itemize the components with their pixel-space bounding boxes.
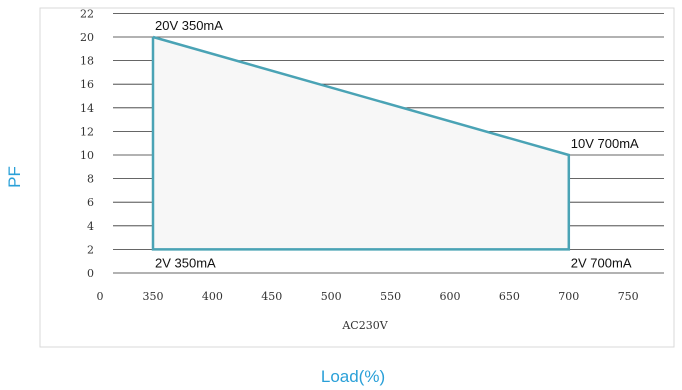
series-layer (151, 35, 571, 251)
x-tick-label: 0 (97, 290, 104, 303)
y-tick-label: 22 (80, 7, 94, 20)
x-tick-label: 550 (380, 290, 401, 303)
y-tick-label: 20 (80, 31, 94, 44)
x-tick-label: 400 (202, 290, 223, 303)
y-tick-label: 10 (80, 149, 94, 162)
x-tick-label: 700 (558, 290, 579, 303)
x-tick-label: 450 (261, 290, 282, 303)
y-tick-label: 12 (80, 125, 94, 138)
point-label: 10V 700mA (571, 136, 639, 151)
y-tick-labels: 0 2 4 6 8 10 12 14 16 18 20 22 (80, 7, 94, 280)
y-tick-label: 8 (87, 173, 94, 186)
point-labels: 20V 350mA 10V 700mA 2V 700mA 2V 350mA (155, 18, 639, 270)
y-tick-label: 6 (87, 196, 94, 209)
x-tick-label: 750 (618, 290, 639, 303)
region-fill (153, 37, 569, 250)
y-tick-label: 18 (80, 55, 94, 68)
x-axis-label: Load(%) (321, 367, 385, 386)
series-line (151, 35, 571, 251)
x-tick-label: 650 (499, 290, 520, 303)
x-tick-label: 350 (143, 290, 164, 303)
x-tick-label: 600 (440, 290, 461, 303)
point-label: 2V 350mA (155, 255, 216, 270)
point-label: 20V 350mA (155, 18, 223, 33)
x-tick-labels: 0 350 400 450 500 550 600 650 700 750 (97, 290, 639, 303)
y-axis-label: PF (5, 166, 24, 188)
point-label: 2V 700mA (571, 255, 632, 270)
y-tick-label: 14 (80, 102, 94, 115)
x-tick-label: 500 (321, 290, 342, 303)
x-sublabel: AC230V (341, 319, 388, 332)
y-tick-label: 4 (87, 220, 94, 233)
y-tick-label: 16 (80, 78, 94, 91)
y-tick-label: 2 (87, 243, 94, 256)
y-tick-label: 0 (87, 267, 94, 280)
